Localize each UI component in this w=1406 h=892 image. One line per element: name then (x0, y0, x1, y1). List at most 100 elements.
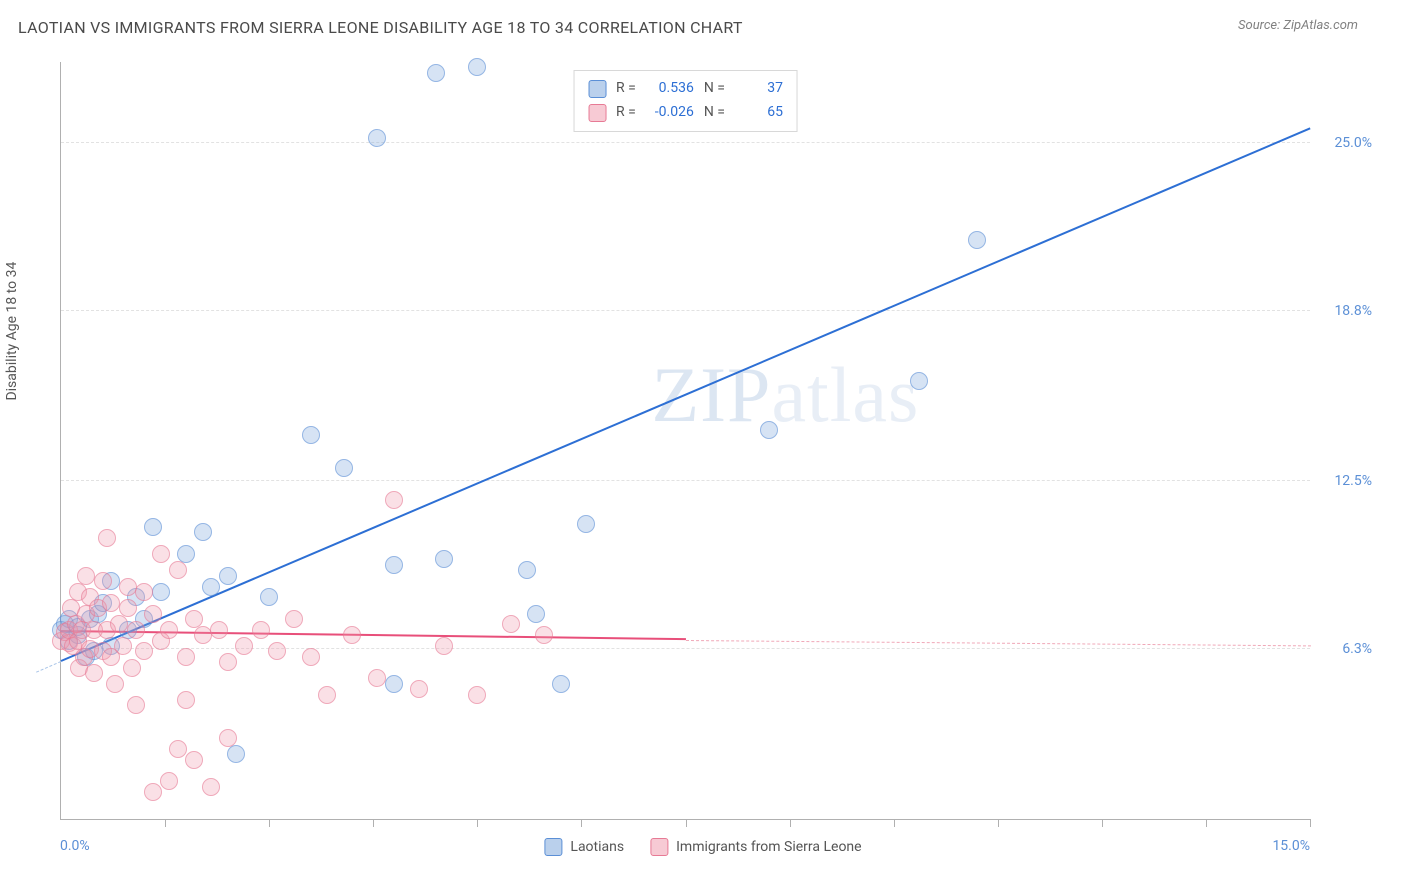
legend-label-laotians: Laotians (570, 839, 624, 855)
data-point-laotians (577, 515, 595, 533)
data-point-sierra-leone (85, 664, 103, 682)
data-point-sierra-leone (268, 642, 286, 660)
gridline (61, 142, 1310, 143)
y-tick-label: 12.5% (1334, 473, 1372, 489)
data-point-sierra-leone (194, 626, 212, 644)
data-point-sierra-leone (135, 642, 153, 660)
data-point-sierra-leone (502, 615, 520, 633)
x-tick (477, 819, 478, 827)
data-point-laotians (910, 372, 928, 390)
data-point-sierra-leone (160, 621, 178, 639)
data-point-sierra-leone (102, 594, 120, 612)
data-point-laotians (427, 64, 445, 82)
data-point-sierra-leone (152, 545, 170, 563)
legend-row-laotians: R = 0.536 N = 37 (588, 77, 783, 101)
x-tick (686, 819, 687, 827)
data-point-sierra-leone (169, 740, 187, 758)
chart-title: LAOTIAN VS IMMIGRANTS FROM SIERRA LEONE … (18, 18, 743, 37)
gridline (61, 480, 1310, 481)
data-point-sierra-leone (98, 529, 116, 547)
legend-item-sierra-leone: Immigrants from Sierra Leone (650, 838, 861, 856)
x-tick (581, 819, 582, 827)
data-point-laotians (518, 561, 536, 579)
r-label: R = (616, 101, 636, 125)
x-axis-min-label: 0.0% (60, 838, 90, 854)
data-point-sierra-leone (343, 626, 361, 644)
data-point-sierra-leone (127, 696, 145, 714)
source-attribution: Source: ZipAtlas.com (1238, 18, 1358, 33)
swatch-sierra-leone (588, 104, 606, 122)
x-tick (1206, 819, 1207, 827)
correlation-legend: R = 0.536 N = 37 R = -0.026 N = 65 (573, 70, 798, 132)
swatch-sierra-leone-icon (650, 838, 668, 856)
data-point-sierra-leone (110, 615, 128, 633)
legend-row-sierra-leone: R = -0.026 N = 65 (588, 101, 783, 125)
data-point-sierra-leone (106, 675, 124, 693)
data-point-sierra-leone (385, 491, 403, 509)
data-point-laotians (177, 545, 195, 563)
plot-area: ZIPatlas R = 0.536 N = 37 R = -0.026 N =… (60, 62, 1310, 820)
data-point-sierra-leone (185, 751, 203, 769)
r-label: R = (616, 77, 636, 101)
data-point-sierra-leone (410, 680, 428, 698)
y-tick-label: 25.0% (1334, 135, 1372, 151)
y-tick-label: 18.8% (1334, 303, 1372, 319)
data-point-sierra-leone (77, 567, 95, 585)
trend-line-laotians (61, 128, 1311, 662)
x-tick (790, 819, 791, 827)
data-point-sierra-leone (210, 621, 228, 639)
data-point-laotians (385, 675, 403, 693)
x-tick (894, 819, 895, 827)
x-axis-max-label: 15.0% (1272, 838, 1310, 854)
data-point-laotians (760, 421, 778, 439)
data-point-sierra-leone (535, 626, 553, 644)
swatch-laotians (588, 80, 606, 98)
data-point-sierra-leone (119, 599, 137, 617)
x-tick (1102, 819, 1103, 827)
data-point-sierra-leone (144, 605, 162, 623)
gridline (61, 310, 1310, 311)
data-point-laotians (552, 675, 570, 693)
data-point-sierra-leone (169, 561, 187, 579)
n-value-sierra-leone: 65 (735, 101, 783, 125)
chart-container: Disability Age 18 to 34 ZIPatlas R = 0.5… (18, 50, 1388, 874)
data-point-laotians (202, 578, 220, 596)
data-point-sierra-leone (285, 610, 303, 628)
data-point-laotians (368, 129, 386, 147)
x-tick (269, 819, 270, 827)
trend-line-sierra-leone-dash (685, 640, 1310, 646)
data-point-laotians (227, 745, 245, 763)
data-point-sierra-leone (177, 691, 195, 709)
data-point-sierra-leone (235, 637, 253, 655)
data-point-sierra-leone (127, 621, 145, 639)
data-point-sierra-leone (435, 637, 453, 655)
data-point-sierra-leone (219, 729, 237, 747)
data-point-laotians (194, 523, 212, 541)
data-point-laotians (219, 567, 237, 585)
data-point-sierra-leone (94, 572, 112, 590)
n-label: N = (704, 101, 725, 125)
data-point-sierra-leone (468, 686, 486, 704)
n-value-laotians: 37 (735, 77, 783, 101)
watermark: ZIPatlas (651, 350, 919, 440)
y-axis-label: Disability Age 18 to 34 (4, 262, 20, 401)
data-point-sierra-leone (114, 637, 132, 655)
swatch-laotians-icon (544, 838, 562, 856)
data-point-laotians (385, 556, 403, 574)
data-point-sierra-leone (144, 783, 162, 801)
data-point-laotians (435, 550, 453, 568)
n-label: N = (704, 77, 725, 101)
r-value-laotians: 0.536 (646, 77, 694, 101)
data-point-laotians (468, 58, 486, 76)
data-point-laotians (302, 426, 320, 444)
data-point-laotians (335, 459, 353, 477)
data-point-laotians (527, 605, 545, 623)
data-point-sierra-leone (368, 669, 386, 687)
data-point-laotians (144, 518, 162, 536)
x-tick (1310, 819, 1311, 827)
trend-line-laotians-dash (36, 661, 61, 673)
data-point-sierra-leone (318, 686, 336, 704)
x-tick (373, 819, 374, 827)
y-tick-label: 6.3% (1342, 641, 1372, 657)
data-point-sierra-leone (302, 648, 320, 666)
